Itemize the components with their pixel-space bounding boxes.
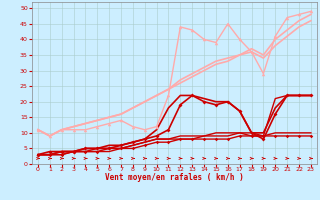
X-axis label: Vent moyen/en rafales ( km/h ): Vent moyen/en rafales ( km/h ) (105, 173, 244, 182)
